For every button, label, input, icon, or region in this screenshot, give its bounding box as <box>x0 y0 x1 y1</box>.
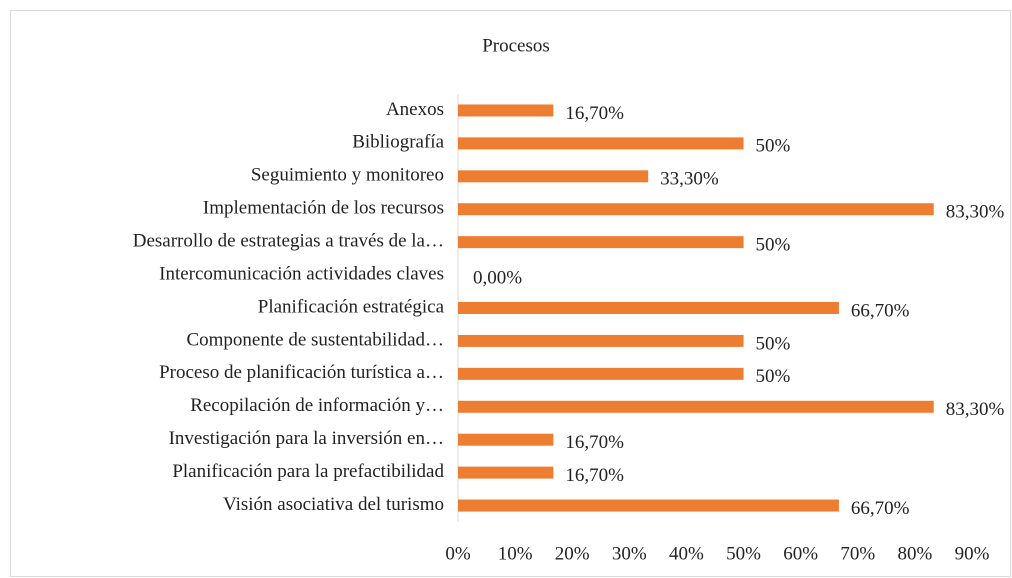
bar <box>458 334 744 347</box>
value-label: 33,30% <box>660 169 719 190</box>
y-tick-label: Recopilación de información y… <box>190 395 444 416</box>
x-tick-label: 10% <box>498 543 533 564</box>
value-label: 50% <box>756 333 791 354</box>
y-tick-label: Implementación de los recursos <box>203 198 444 219</box>
bar <box>458 466 554 479</box>
value-label: 83,30% <box>946 202 1005 223</box>
y-tick-label: Anexos <box>386 99 444 120</box>
value-label: 66,70% <box>851 300 910 321</box>
x-tick-label: 0% <box>445 543 471 564</box>
x-tick-label: 60% <box>783 543 818 564</box>
x-tick-label: 40% <box>669 543 704 564</box>
y-tick-label: Componente de sustentabilidad… <box>186 329 444 350</box>
y-tick-label: Seguimiento y monitoreo <box>251 165 444 186</box>
bar <box>458 400 934 413</box>
value-label: 83,30% <box>946 399 1005 420</box>
value-label: 50% <box>756 366 791 387</box>
bar <box>458 170 649 183</box>
y-tick-label: Investigación para la inversión en… <box>169 428 444 449</box>
x-tick-label: 70% <box>840 543 875 564</box>
value-label: 16,70% <box>565 465 624 486</box>
y-tick-label: Desarrollo de estrategias a través de la… <box>133 231 444 252</box>
value-label: 66,70% <box>851 498 910 519</box>
value-label: 16,70% <box>565 432 624 453</box>
bar <box>458 367 744 380</box>
bar <box>458 499 839 512</box>
x-tick-label: 90% <box>955 543 990 564</box>
bar <box>458 137 744 150</box>
y-tick-label: Proceso de planificación turística a… <box>159 362 444 383</box>
value-label: 0,00% <box>473 267 522 288</box>
x-tick-label: 30% <box>612 543 647 564</box>
y-tick-label: Visión asociativa del turismo <box>223 494 444 515</box>
chart-border <box>10 10 1011 577</box>
x-tick-label: 20% <box>555 543 590 564</box>
chart-title: Procesos <box>482 35 550 56</box>
y-tick-label: Planificación para la prefactibilidad <box>172 461 444 482</box>
value-label: 50% <box>756 136 791 157</box>
value-label: 16,70% <box>565 103 624 124</box>
bar <box>458 104 554 117</box>
x-tick-label: 80% <box>897 543 932 564</box>
value-label: 50% <box>756 235 791 256</box>
bar <box>458 302 839 314</box>
y-tick-label: Intercomunicación actividades claves <box>159 263 444 284</box>
y-tick-label: Bibliografía <box>352 132 444 153</box>
bar <box>458 433 554 446</box>
bar <box>458 203 934 216</box>
y-tick-label: Planificación estratégica <box>258 296 445 317</box>
bar <box>458 236 744 249</box>
x-tick-label: 50% <box>726 543 761 564</box>
